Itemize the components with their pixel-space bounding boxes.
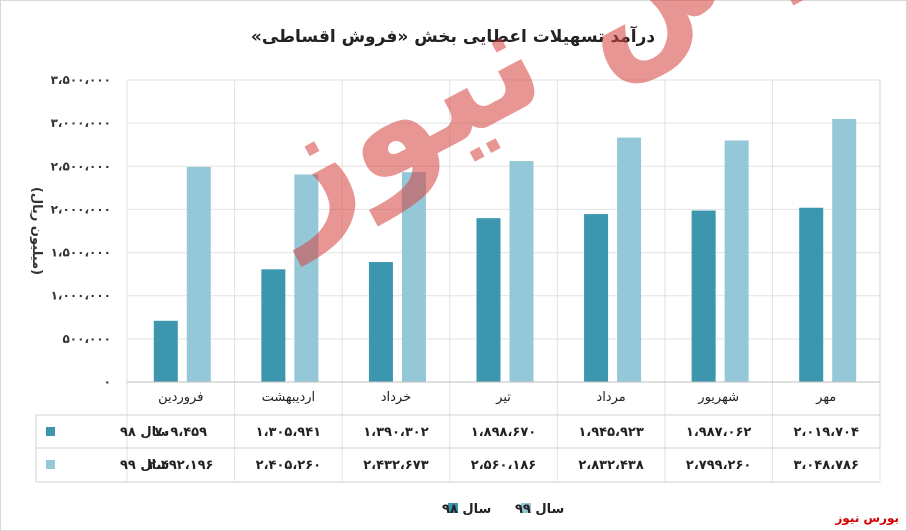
y-tick-label: ۲،۰۰۰،۰۰۰ xyxy=(51,202,111,216)
data-label: ۱،۳۹۰،۳۰۲ xyxy=(363,425,428,440)
data-label: ۱،۹۴۵،۹۲۳ xyxy=(578,425,643,440)
bar-y98 xyxy=(476,218,501,382)
y-tick-label: ۱،۰۰۰،۰۰۰ xyxy=(51,289,111,303)
data-label: ۲،۷۹۹،۲۶۰ xyxy=(686,458,751,473)
bar-y99 xyxy=(724,140,749,382)
data-label: ۲،۵۶۰،۱۸۶ xyxy=(471,458,536,473)
category-label: خرداد xyxy=(381,390,411,405)
data-label: ۱،۸۹۸،۶۷۰ xyxy=(471,425,536,440)
bar-y99 xyxy=(617,137,642,382)
data-label: ۲،۴۰۵،۲۶۰ xyxy=(256,458,321,473)
data-label: ۲،۴۳۲،۶۷۳ xyxy=(363,458,428,473)
bar-y99 xyxy=(832,118,857,382)
y-tick-label: ۳،۵۰۰،۰۰۰ xyxy=(51,73,111,87)
bar-y99 xyxy=(401,172,426,382)
y-tick-label: ۳،۰۰۰،۰۰۰ xyxy=(51,116,111,130)
table-legend-key xyxy=(46,427,55,436)
bar-y98 xyxy=(368,262,393,382)
legend-swatch xyxy=(448,503,458,513)
category-label: تیر xyxy=(495,390,511,405)
bar-y99 xyxy=(186,166,211,382)
category-label: شهریور xyxy=(697,390,739,405)
category-label: فروردین xyxy=(158,390,203,405)
table-series-label: سال ۹۹ xyxy=(120,458,169,473)
chart-title: درآمد تسهیلات اعطایی بخش «فروش اقساطی» xyxy=(251,25,656,47)
bar-y99 xyxy=(294,174,319,382)
bar-y99 xyxy=(509,161,534,382)
legend-label: سال ۹۹ xyxy=(515,502,564,517)
category-label: اردیبهشت xyxy=(262,390,316,405)
legend-label: سال ۹۸ xyxy=(442,502,491,517)
legend-swatch xyxy=(521,503,531,513)
data-label: ۱،۹۸۷،۰۶۲ xyxy=(686,425,751,440)
bar-y98 xyxy=(799,207,824,382)
bar-y98 xyxy=(691,210,716,382)
table-series-label: سال ۹۸ xyxy=(120,425,169,440)
data-label: ۲،۴۹۲،۱۹۶ xyxy=(148,458,213,473)
category-label: مرداد xyxy=(596,390,625,405)
y-axis-title: (میلیون ریال) xyxy=(29,187,44,275)
data-label: ۱،۳۰۵،۹۴۱ xyxy=(256,425,321,440)
y-tick-label: ۲،۵۰۰،۰۰۰ xyxy=(51,159,111,173)
bar-y98 xyxy=(153,320,178,382)
table-legend-key xyxy=(46,460,55,469)
y-tick-label: ۵۰۰،۰۰۰ xyxy=(62,332,111,346)
data-label: ۲،۸۳۲،۴۳۸ xyxy=(578,458,643,473)
data-label: ۲،۰۱۹،۷۰۴ xyxy=(794,425,859,440)
bar-y98 xyxy=(584,214,609,382)
brand-label: بورس نیوز xyxy=(835,511,899,525)
y-tick-label: ۰ xyxy=(104,375,111,389)
data-label: ۷۰۹،۴۵۹ xyxy=(155,425,208,440)
y-tick-label: ۱،۵۰۰،۰۰۰ xyxy=(51,246,111,260)
bar-y98 xyxy=(261,269,286,382)
category-label: مهر xyxy=(815,390,836,405)
data-label: ۳،۰۴۸،۷۸۶ xyxy=(794,458,859,473)
